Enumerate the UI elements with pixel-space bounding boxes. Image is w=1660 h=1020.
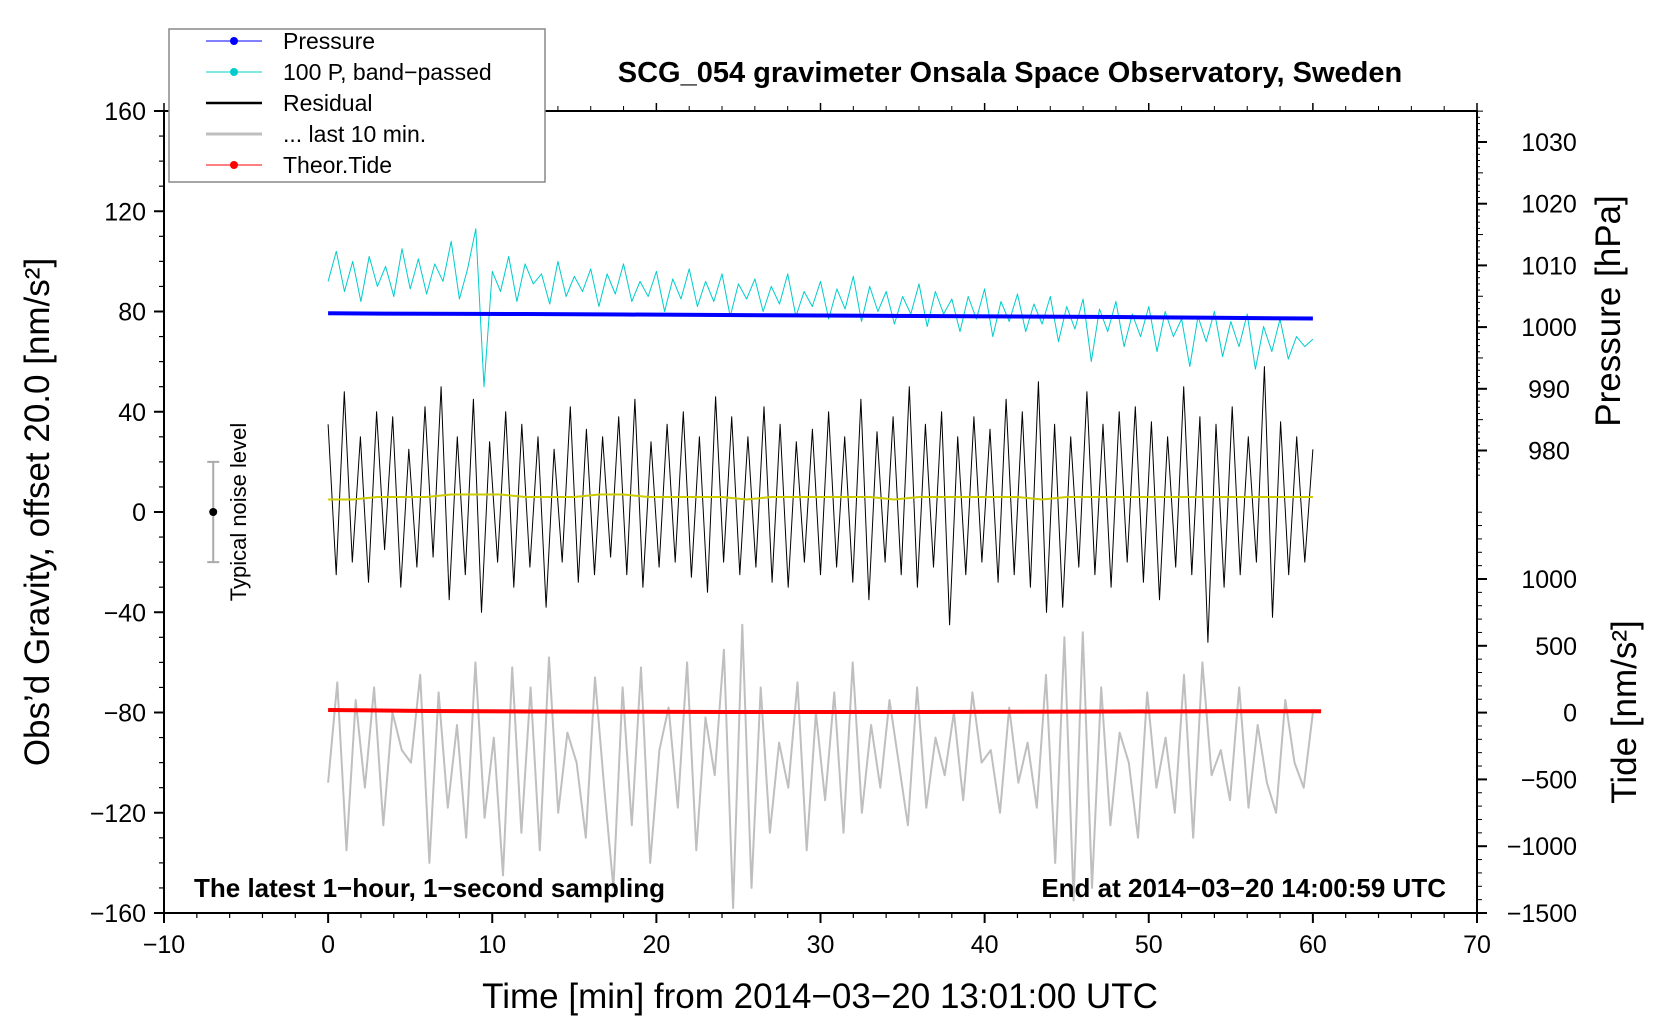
series-residual [327, 366, 1314, 643]
tide-tick-label: 1000 [1521, 566, 1577, 594]
y-tick-label: 40 [118, 399, 146, 427]
pressure-tick-label: 980 [1528, 438, 1570, 466]
y-tick-label: 120 [104, 198, 146, 226]
series-100-p-band-passed [327, 228, 1314, 388]
legend: Pressure 100 P, band−passed Residual ... la… [168, 28, 546, 183]
noise-marker [207, 460, 220, 564]
x-tick-label: 30 [807, 931, 835, 959]
y-tick-label: −80 [104, 700, 146, 728]
x-tick-label: 40 [971, 931, 999, 959]
y-tick-label: 0 [132, 499, 146, 527]
x-tick-label: 70 [1463, 931, 1491, 959]
tide-axis-label: Tide [nm/s²] [1605, 620, 1644, 803]
x-tick-label: 10 [478, 931, 506, 959]
y-tick-label: 160 [104, 98, 146, 126]
x-tick-label: −10 [143, 931, 185, 959]
legend-marker [230, 161, 238, 169]
y-tick-label: −160 [90, 900, 146, 928]
axes-layer: −10 0 10 20 30 40 50 60 7016012080400−40−80−120−… [90, 98, 1577, 959]
legend-marker [230, 37, 238, 45]
x-tick-label: 0 [321, 931, 335, 959]
tide-tick-label: 500 [1535, 633, 1577, 661]
legend-label: ... last 10 min. [283, 121, 426, 147]
plot-frame [163, 110, 1478, 914]
noise-point [209, 508, 218, 516]
series-pressure [328, 311, 1313, 321]
pressure-tick-label: 990 [1528, 376, 1570, 404]
y-tick-label: 80 [118, 299, 146, 327]
legend-label: Theor.Tide [283, 152, 392, 178]
x-tick-label: 60 [1299, 931, 1327, 959]
annotation-right: End at 2014−03−20 14:00:59 UTC [1041, 873, 1446, 903]
pressure-axis-label: Pressure [hPa] [1589, 195, 1628, 427]
tide-tick-label: −1500 [1507, 900, 1577, 928]
y-tick-label: −120 [90, 800, 146, 828]
legend-marker [230, 68, 238, 76]
pressure-tick-label: 1020 [1521, 191, 1577, 219]
legend-label: 100 P, band−passed [283, 59, 492, 85]
chart-title: SCG_054 gravimeter Onsala Space Observat… [618, 57, 1402, 89]
series-residual-smoothed [328, 493, 1313, 501]
annotation-left: The latest 1−hour, 1−second sampling [194, 873, 665, 903]
y-tick-label: −40 [104, 599, 146, 627]
x-tick-label: 20 [642, 931, 670, 959]
x-tick-label: 50 [1135, 931, 1163, 959]
legend-label: Pressure [283, 28, 375, 54]
legend-box [168, 28, 546, 183]
series--last-10-min- [327, 623, 1314, 909]
tide-tick-label: −1000 [1507, 833, 1577, 861]
tide-tick-label: −500 [1521, 766, 1577, 794]
legend-label: Residual [283, 90, 373, 116]
series-theor-tide [328, 708, 1322, 714]
pressure-tick-label: 1000 [1521, 314, 1577, 342]
tide-tick-label: 0 [1563, 700, 1577, 728]
noise-label: Typical noise level [226, 423, 251, 602]
pressure-tick-label: 1030 [1521, 129, 1577, 157]
pressure-tick-label: 1010 [1521, 252, 1577, 280]
y-axis-label: Obs’d Gravity, offset 20.0 [nm/s²] [18, 258, 57, 766]
series-layer [327, 228, 1322, 909]
x-axis-label: Time [min] from 2014−03−20 13:01:00 UTC [482, 977, 1158, 1016]
